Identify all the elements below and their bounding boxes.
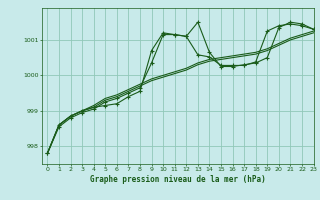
X-axis label: Graphe pression niveau de la mer (hPa): Graphe pression niveau de la mer (hPa) [90,175,266,184]
